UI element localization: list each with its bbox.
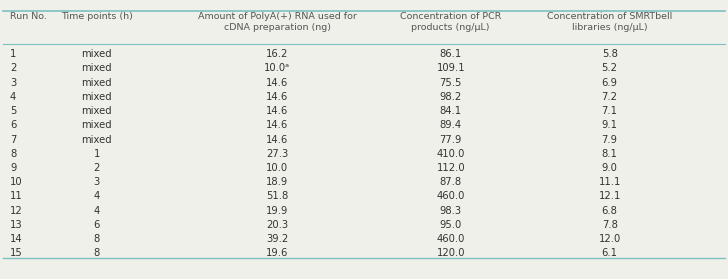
Text: 3: 3 [10, 78, 16, 88]
Text: Time points (h): Time points (h) [60, 12, 132, 21]
Text: mixed: mixed [82, 134, 112, 145]
Text: 8: 8 [10, 149, 16, 159]
Text: 19.9: 19.9 [266, 206, 288, 216]
Text: 2: 2 [10, 64, 16, 73]
Text: 7.1: 7.1 [601, 106, 617, 116]
Text: Run No.: Run No. [10, 12, 47, 21]
Text: 6.1: 6.1 [601, 248, 617, 258]
Text: 10.0ᵃ: 10.0ᵃ [264, 64, 290, 73]
Text: 10: 10 [10, 177, 23, 187]
Text: 9: 9 [10, 163, 16, 173]
Text: 460.0: 460.0 [437, 191, 465, 201]
Text: 18.9: 18.9 [266, 177, 288, 187]
Text: 39.2: 39.2 [266, 234, 288, 244]
Text: 20.3: 20.3 [266, 220, 288, 230]
Text: 9.1: 9.1 [601, 120, 617, 130]
Text: 4: 4 [94, 206, 100, 216]
Text: 77.9: 77.9 [440, 134, 462, 145]
Text: 14.6: 14.6 [266, 92, 288, 102]
Text: 5.8: 5.8 [602, 49, 617, 59]
Text: Amount of PolyA(+) RNA used for
cDNA preparation (ng): Amount of PolyA(+) RNA used for cDNA pre… [198, 12, 357, 32]
Text: 1: 1 [93, 149, 100, 159]
Text: 6.8: 6.8 [602, 206, 617, 216]
Text: 6: 6 [93, 220, 100, 230]
Text: 6.9: 6.9 [601, 78, 617, 88]
Text: 14.6: 14.6 [266, 134, 288, 145]
Text: 3: 3 [94, 177, 100, 187]
Text: 7.2: 7.2 [601, 92, 617, 102]
Text: mixed: mixed [82, 106, 112, 116]
Text: 460.0: 460.0 [437, 234, 465, 244]
Text: 2: 2 [93, 163, 100, 173]
Text: 109.1: 109.1 [436, 64, 465, 73]
Text: mixed: mixed [82, 64, 112, 73]
Text: 12.1: 12.1 [598, 191, 621, 201]
Text: 51.8: 51.8 [266, 191, 288, 201]
Text: 8.1: 8.1 [602, 149, 617, 159]
Text: mixed: mixed [82, 92, 112, 102]
Text: 8: 8 [94, 248, 100, 258]
Text: 9.0: 9.0 [602, 163, 617, 173]
Text: 6: 6 [10, 120, 16, 130]
Text: Concentration of SMRTbell
libraries (ng/μL): Concentration of SMRTbell libraries (ng/… [547, 12, 672, 32]
Text: 1: 1 [10, 49, 16, 59]
Text: 10.0: 10.0 [266, 163, 288, 173]
Text: 15: 15 [10, 248, 23, 258]
Text: 7.8: 7.8 [602, 220, 617, 230]
Text: 16.2: 16.2 [266, 49, 288, 59]
Text: 14.6: 14.6 [266, 120, 288, 130]
Text: 87.8: 87.8 [440, 177, 462, 187]
Text: 95.0: 95.0 [440, 220, 462, 230]
Text: 98.3: 98.3 [440, 206, 462, 216]
Text: 11: 11 [10, 191, 23, 201]
Text: 410.0: 410.0 [437, 149, 465, 159]
Text: 14.6: 14.6 [266, 106, 288, 116]
Text: 75.5: 75.5 [440, 78, 462, 88]
Text: 4: 4 [10, 92, 16, 102]
Text: 7: 7 [10, 134, 16, 145]
Text: 84.1: 84.1 [440, 106, 462, 116]
Text: 13: 13 [10, 220, 23, 230]
Text: 12.0: 12.0 [598, 234, 621, 244]
Text: 4: 4 [94, 191, 100, 201]
Text: Concentration of PCR
products (ng/μL): Concentration of PCR products (ng/μL) [400, 12, 502, 32]
Text: 8: 8 [94, 234, 100, 244]
Text: 14.6: 14.6 [266, 78, 288, 88]
Text: 86.1: 86.1 [440, 49, 462, 59]
Text: 7.9: 7.9 [601, 134, 617, 145]
Text: 89.4: 89.4 [440, 120, 462, 130]
Text: mixed: mixed [82, 78, 112, 88]
Text: 98.2: 98.2 [440, 92, 462, 102]
Text: 5.2: 5.2 [601, 64, 617, 73]
Text: 12: 12 [10, 206, 23, 216]
Text: mixed: mixed [82, 120, 112, 130]
Text: 5: 5 [10, 106, 16, 116]
Text: mixed: mixed [82, 49, 112, 59]
Text: 19.6: 19.6 [266, 248, 288, 258]
Text: 27.3: 27.3 [266, 149, 288, 159]
Text: 14: 14 [10, 234, 23, 244]
Text: 120.0: 120.0 [437, 248, 465, 258]
Text: 112.0: 112.0 [436, 163, 465, 173]
Text: 11.1: 11.1 [598, 177, 621, 187]
